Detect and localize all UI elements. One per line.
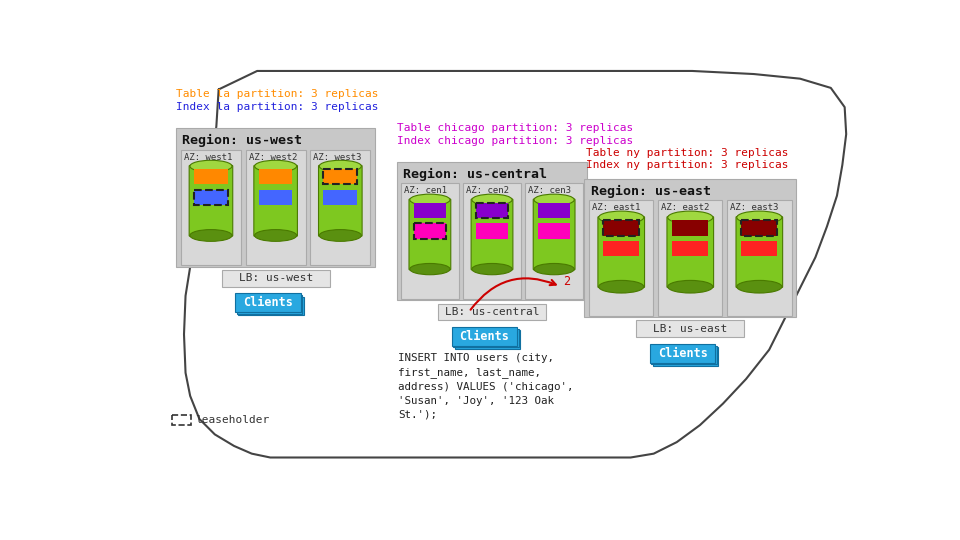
Text: AZ: east3: AZ: east3: [731, 204, 779, 212]
Bar: [652, 346, 717, 365]
Bar: [603, 241, 639, 256]
Text: LB: us-west: LB: us-west: [238, 273, 313, 283]
Ellipse shape: [599, 211, 644, 224]
Bar: [177, 128, 375, 267]
FancyBboxPatch shape: [253, 165, 298, 236]
Bar: [173, 415, 191, 425]
Bar: [194, 190, 228, 205]
Bar: [414, 203, 446, 218]
Bar: [658, 200, 723, 316]
Bar: [438, 303, 546, 320]
Bar: [451, 327, 517, 346]
Bar: [538, 224, 570, 239]
Text: AZ: cen1: AZ: cen1: [404, 186, 447, 195]
Ellipse shape: [472, 194, 512, 205]
Text: AZ: west2: AZ: west2: [249, 153, 297, 161]
Text: INSERT INTO users (city,
first_name, last_name,
address) VALUES ('chicago',
'Sus: INSERT INTO users (city, first_name, las…: [398, 353, 573, 420]
Ellipse shape: [320, 230, 361, 241]
Text: Index chicago partition: 3 replicas: Index chicago partition: 3 replicas: [396, 136, 633, 146]
Text: Index ny partition: 3 replicas: Index ny partition: 3 replicas: [586, 160, 788, 170]
Text: Clients: Clients: [243, 296, 293, 309]
Bar: [653, 347, 718, 366]
Text: Table la partition: 3 replicas: Table la partition: 3 replicas: [177, 90, 379, 99]
Bar: [585, 179, 796, 318]
Bar: [235, 294, 300, 312]
Text: AZ: west3: AZ: west3: [313, 153, 362, 161]
Ellipse shape: [254, 160, 297, 172]
Text: AZ: cen3: AZ: cen3: [528, 186, 571, 195]
FancyBboxPatch shape: [736, 217, 782, 287]
Bar: [180, 150, 241, 265]
Ellipse shape: [190, 230, 232, 241]
Ellipse shape: [320, 160, 361, 172]
Ellipse shape: [410, 264, 450, 275]
Ellipse shape: [736, 280, 781, 293]
Text: leaseholder: leaseholder: [196, 415, 270, 425]
Text: Region: us-west: Region: us-west: [182, 134, 302, 147]
Bar: [246, 150, 305, 265]
FancyBboxPatch shape: [319, 165, 362, 236]
Text: Table chicago partition: 3 replicas: Table chicago partition: 3 replicas: [396, 123, 633, 133]
Bar: [453, 329, 518, 347]
Text: Clients: Clients: [658, 347, 708, 360]
Bar: [324, 190, 357, 205]
Text: Table ny partition: 3 replicas: Table ny partition: 3 replicas: [586, 148, 788, 158]
FancyBboxPatch shape: [667, 217, 713, 287]
Text: Index la partition: 3 replicas: Index la partition: 3 replicas: [177, 102, 379, 112]
Text: AZ: east2: AZ: east2: [661, 204, 709, 212]
Ellipse shape: [534, 264, 574, 275]
Bar: [476, 203, 508, 218]
FancyBboxPatch shape: [533, 199, 575, 270]
FancyBboxPatch shape: [189, 165, 232, 236]
Ellipse shape: [190, 160, 232, 172]
Text: 2: 2: [564, 275, 571, 288]
Text: AZ: cen2: AZ: cen2: [467, 186, 510, 195]
Bar: [636, 320, 744, 338]
Ellipse shape: [254, 230, 297, 241]
FancyBboxPatch shape: [471, 199, 513, 270]
Bar: [455, 330, 520, 349]
Text: AZ: west1: AZ: west1: [184, 153, 232, 161]
Text: Clients: Clients: [460, 330, 509, 343]
Bar: [525, 184, 583, 299]
Bar: [414, 224, 446, 239]
Bar: [222, 269, 329, 287]
FancyBboxPatch shape: [409, 199, 451, 270]
Bar: [476, 224, 508, 239]
Bar: [194, 169, 228, 185]
Bar: [589, 200, 654, 316]
Bar: [238, 296, 303, 315]
Bar: [603, 220, 639, 236]
Text: Region: us-east: Region: us-east: [590, 185, 710, 198]
Bar: [310, 150, 371, 265]
Bar: [727, 200, 792, 316]
Bar: [324, 169, 357, 185]
Text: LB: us-east: LB: us-east: [653, 324, 728, 334]
Bar: [741, 241, 778, 256]
Ellipse shape: [534, 194, 574, 205]
Bar: [259, 169, 293, 185]
Text: Region: us-central: Region: us-central: [402, 168, 546, 181]
Bar: [672, 220, 708, 236]
Bar: [259, 190, 293, 205]
Bar: [741, 220, 778, 236]
Bar: [538, 203, 570, 218]
Ellipse shape: [668, 280, 713, 293]
Text: LB: us-central: LB: us-central: [444, 307, 540, 317]
FancyBboxPatch shape: [598, 217, 644, 287]
Bar: [650, 345, 715, 363]
Bar: [672, 241, 708, 256]
Ellipse shape: [599, 280, 644, 293]
Bar: [396, 162, 588, 300]
Bar: [237, 295, 302, 314]
Ellipse shape: [668, 211, 713, 224]
Bar: [464, 184, 520, 299]
Ellipse shape: [410, 194, 450, 205]
Ellipse shape: [472, 264, 512, 275]
Bar: [401, 184, 459, 299]
Text: AZ: east1: AZ: east1: [592, 204, 640, 212]
Ellipse shape: [736, 211, 781, 224]
